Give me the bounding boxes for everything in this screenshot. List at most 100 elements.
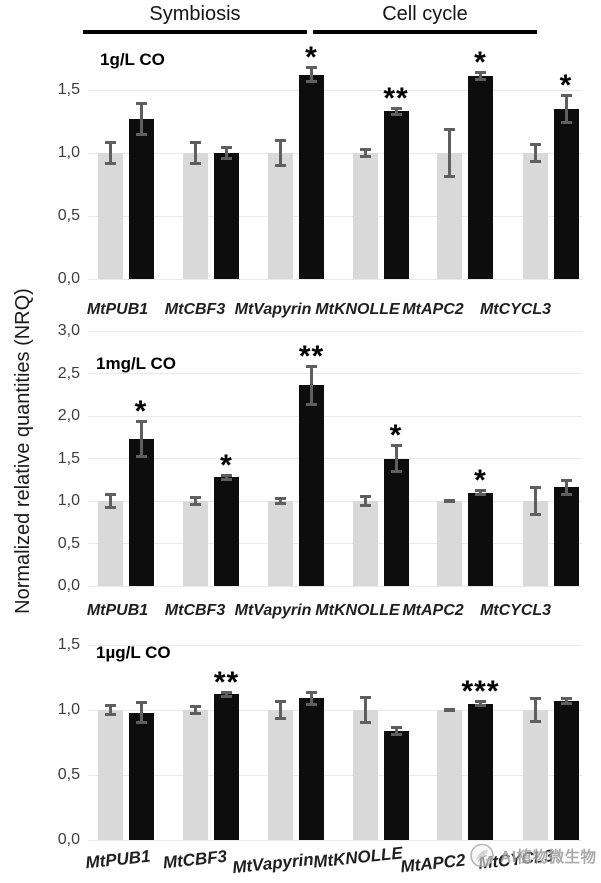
error-bar-cap: [190, 705, 201, 709]
error-bar-cap: [306, 66, 317, 70]
error-bar-cap: [135, 420, 147, 424]
error-bar-cap: [275, 699, 286, 703]
x-axis-label: MtAPC2: [402, 301, 464, 318]
y-tick-label: 0,0: [57, 577, 80, 594]
x-axis-label: MtCBF3: [164, 602, 226, 619]
error-bar-cap: [135, 101, 147, 105]
gridline: [88, 585, 582, 587]
error-bar-cap: [444, 499, 455, 503]
gray-bar: [183, 710, 208, 840]
gray-bar: [437, 501, 462, 586]
error-bar-line: [564, 95, 568, 123]
error-bar-line: [394, 726, 398, 735]
gridline: [88, 373, 582, 374]
gray-bar: [97, 153, 123, 279]
gray-bar: [97, 501, 123, 586]
error-bar-line: [139, 102, 143, 136]
black-bar: [553, 487, 579, 586]
error-bar-cap: [529, 159, 541, 163]
error-bar-cap: [390, 443, 402, 447]
significance-marker: **: [383, 81, 409, 115]
error-bar-line: [533, 144, 537, 162]
error-bar-cap: [444, 709, 455, 713]
x-axis-label: MtCYCL3: [479, 602, 552, 619]
error-bar-cap: [390, 113, 402, 117]
error-bar-line: [479, 72, 482, 80]
error-bar-line: [533, 698, 537, 722]
error-bar-cap: [359, 154, 371, 158]
error-bar-line: [363, 697, 367, 723]
gray-bar: [268, 153, 293, 279]
error-bar-line: [279, 140, 282, 166]
y-tick-label: 1,0: [57, 701, 80, 718]
error-bar-line: [194, 706, 197, 714]
error-bar-line: [108, 141, 112, 165]
symbiosis-underline: [83, 30, 307, 34]
y-tick-label: 0,0: [57, 270, 80, 287]
error-bar-line: [310, 691, 313, 705]
error-bar-cap: [306, 690, 317, 694]
black-bar: [214, 694, 239, 840]
y-tick-label: 0,5: [57, 766, 80, 783]
cell-cycle-underline: [313, 30, 537, 34]
black-bar: [383, 111, 409, 279]
black-bar: [468, 492, 493, 586]
error-bar-line: [225, 146, 228, 160]
error-bar-cap: [444, 128, 455, 132]
black-bar: [299, 385, 324, 586]
error-bar-cap: [275, 501, 286, 505]
error-bar-cap: [275, 717, 286, 721]
error-bar-cap: [190, 495, 201, 499]
black-bar: [468, 703, 493, 840]
error-bar-line: [225, 691, 228, 697]
error-bar-cap: [135, 133, 147, 137]
error-bar-cap: [221, 695, 232, 698]
y-tick-label: 0,5: [57, 207, 80, 224]
error-bar-line: [225, 474, 228, 480]
error-bar-cap: [359, 148, 371, 152]
error-bar-cap: [444, 707, 455, 711]
gray-bar: [352, 710, 378, 840]
y-tick-label: 1,5: [57, 81, 80, 98]
error-bar-cap: [475, 71, 486, 75]
error-bar-line: [564, 479, 568, 496]
plant-microbe-logo-icon: [470, 843, 494, 868]
error-bar-cap: [221, 477, 232, 481]
significance-marker: *: [220, 448, 233, 482]
significance-marker: *: [474, 463, 487, 497]
error-bar-line: [279, 700, 282, 720]
x-axis-label: MtVapyrin: [234, 301, 312, 318]
error-bar-line: [479, 700, 482, 707]
error-bar-line: [564, 698, 568, 704]
y-tick-label: 2,0: [57, 407, 80, 424]
error-bar-cap: [306, 402, 317, 406]
significance-marker: **: [298, 339, 325, 373]
error-bar-line: [394, 444, 398, 473]
error-bar-cap: [560, 94, 572, 98]
error-bar-cap: [275, 163, 286, 167]
error-bar-cap: [104, 713, 116, 717]
error-bar-cap: [306, 364, 317, 368]
gray-bar: [352, 153, 378, 279]
group-header-symbiosis: Symbiosis: [149, 3, 241, 25]
error-bar-cap: [475, 493, 486, 497]
gray-bar: [183, 153, 208, 279]
error-bar-cap: [221, 145, 232, 149]
gridline: [88, 278, 582, 280]
gray-bar: [97, 710, 123, 840]
y-tick-label: 3,0: [57, 322, 80, 339]
error-bar-cap: [190, 711, 201, 715]
black-bar: [383, 458, 409, 586]
panel-title: 1mg/L CO: [96, 354, 176, 373]
black-bar: [299, 698, 324, 840]
error-bar-cap: [190, 503, 201, 507]
error-bar-cap: [104, 140, 116, 144]
error-bar-cap: [560, 697, 572, 701]
gray-bar: [522, 710, 548, 840]
significance-marker: **: [213, 665, 240, 699]
x-axis-label: MtCYCL3: [479, 301, 552, 318]
gridline: [88, 330, 582, 332]
y-tick-label: 1,0: [57, 144, 80, 161]
gridline: [88, 709, 582, 711]
error-bar-cap: [135, 701, 147, 705]
